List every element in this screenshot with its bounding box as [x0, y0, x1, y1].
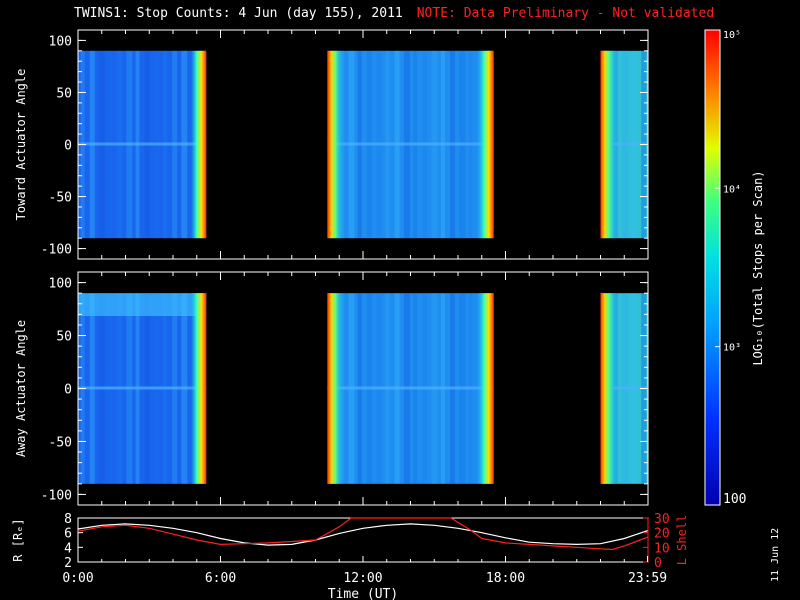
xtick-label: 12:00: [343, 571, 382, 586]
ytick-label: 30: [654, 512, 670, 527]
edge-left: [600, 293, 617, 484]
ytick-label: 2: [64, 556, 72, 571]
ephemeris-frame: [77, 517, 649, 563]
heatmap-toward: 100 50 0 -50 -100 Toward Actuator Angle: [14, 29, 649, 260]
right-axis-title: L Shell: [675, 515, 689, 566]
edge-left: [600, 50, 617, 239]
ytick-label: 0: [64, 139, 72, 154]
y-axis-title: Away Actuator Angle: [14, 320, 28, 457]
ytick-label: -50: [49, 435, 72, 450]
coverage-segment: [327, 50, 494, 239]
colorbar-title: LOG₁₀(Total Stops per Scan): [751, 170, 765, 365]
zero-band: [78, 142, 207, 146]
coverage-segment: [78, 50, 207, 239]
edge-left: [327, 50, 344, 239]
ytick-label: 50: [56, 86, 72, 101]
ytick-label: 0: [654, 556, 662, 571]
edge-right: [477, 293, 494, 484]
ytick-label: 20: [654, 527, 670, 542]
lshell-line: [77, 517, 649, 551]
ytick-label: 8: [64, 512, 72, 527]
ytick-label: 50: [56, 330, 72, 345]
zero-band: [600, 142, 648, 146]
heatmap-away: 100 50 0 -50 -100 Away Actuator Angle: [14, 271, 649, 506]
ytick-label: 10: [654, 541, 670, 556]
xtick-label: 6:00: [205, 571, 236, 586]
edge-left: [327, 293, 344, 484]
ytick-label: 100: [49, 34, 72, 49]
zero-band: [78, 386, 207, 390]
xtick-label: 18:00: [486, 571, 525, 586]
title-row: TWINS1: Stop Counts: 4 Jun (day 155), 20…: [74, 6, 714, 21]
edge-right: [190, 293, 207, 484]
plot-title: TWINS1: Stop Counts: 4 Jun (day 155), 20…: [74, 6, 403, 21]
xtick-label: 0:00: [62, 571, 93, 586]
colorbar-tick-label: 10⁴: [723, 184, 741, 195]
coverage-segment: [327, 293, 494, 484]
edge-right: [190, 50, 207, 239]
colorbar: 100 10³ 10⁴ 10⁵ LOG₁₀(Total Stops per Scan): [704, 29, 765, 507]
zero-band: [600, 386, 648, 390]
edge-right: [477, 50, 494, 239]
colorbar-gradient: [704, 29, 721, 506]
y-axis-title: Toward Actuator Angle: [14, 69, 28, 221]
ytick-label: -100: [41, 488, 72, 503]
colorbar-tick-label: 10³: [723, 343, 741, 354]
left-axis-title: R [Rₑ]: [11, 518, 25, 561]
xtick-label: 23:59: [628, 571, 667, 586]
radius-line: [77, 523, 649, 546]
ytick-label: 0: [64, 383, 72, 398]
zero-band: [327, 386, 494, 390]
ytick-label: 4: [64, 541, 72, 556]
coverage-segment: [600, 293, 648, 484]
heatmap-panels: 100 50 0 -50 -100 Toward Actuator Angle 100 50 0…: [14, 29, 649, 506]
zero-band: [327, 142, 494, 146]
prelim-note: NOTE: Data Preliminary - Not validated: [416, 6, 715, 21]
ytick-label: -100: [41, 243, 72, 258]
ytick-label: -50: [49, 191, 72, 206]
top-band: [78, 293, 207, 317]
ytick-label: 100: [49, 277, 72, 292]
colorbar-tick-label: 100: [723, 492, 746, 507]
colorbar-tick-label: 10⁵: [723, 30, 741, 41]
x-axis-title: Time (UT): [328, 587, 398, 600]
coverage-segment: [78, 293, 207, 484]
ytick-label: 6: [64, 527, 72, 542]
